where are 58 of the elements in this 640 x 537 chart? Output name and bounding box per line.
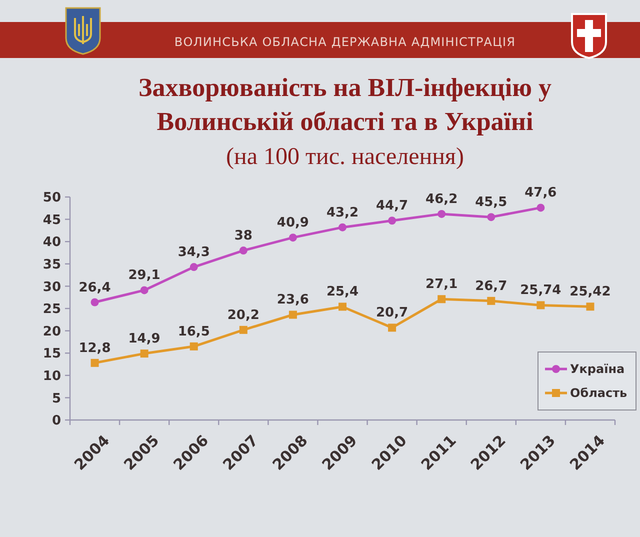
point bbox=[438, 210, 446, 218]
point bbox=[288, 234, 297, 242]
point bbox=[388, 216, 396, 225]
data-label: 44,7 bbox=[376, 198, 408, 214]
data-label: 14,9 bbox=[128, 332, 160, 347]
chart-subtitle: (на 100 тис. населення) bbox=[226, 144, 464, 170]
y-tick-label: 45 bbox=[42, 212, 61, 228]
point bbox=[140, 350, 148, 358]
point bbox=[438, 295, 446, 304]
chart-title: Захворюваність на ВІЛ-інфекцію у Волинській області та в Україні bbox=[138, 73, 552, 136]
y-tick-label: 15 bbox=[42, 346, 61, 362]
point bbox=[338, 302, 346, 311]
data-label: 26,4 bbox=[78, 280, 111, 296]
y-tick-label: 25 bbox=[42, 302, 61, 318]
data-label: 20,2 bbox=[227, 308, 260, 323]
text: ВОЛИНСЬКА ОБЛАСНА ДЕРЖАВНА АДМІНІСТРАЦІЯ bbox=[174, 35, 516, 49]
point bbox=[239, 246, 248, 255]
point bbox=[190, 263, 198, 272]
data-label: 12,8 bbox=[78, 340, 111, 356]
point bbox=[90, 358, 99, 367]
data-label: 27,1 bbox=[426, 277, 458, 292]
legend-label: Україна bbox=[570, 362, 625, 376]
point bbox=[586, 302, 594, 311]
y-tick-label: 30 bbox=[42, 280, 61, 295]
y-tick-label: 5 bbox=[52, 391, 61, 406]
legend-label: Область bbox=[570, 386, 628, 400]
point bbox=[288, 310, 297, 319]
data-label: 40,9 bbox=[276, 216, 309, 231]
data-label: 34,3 bbox=[178, 245, 210, 260]
point bbox=[388, 324, 396, 332]
point bbox=[487, 213, 496, 222]
data-label: 25,74 bbox=[520, 283, 562, 298]
data-label: 45,5 bbox=[475, 195, 508, 210]
point bbox=[338, 223, 346, 232]
point bbox=[90, 298, 99, 306]
y-tick-label: 20 bbox=[42, 324, 61, 340]
data-label: 26,7 bbox=[475, 278, 508, 294]
point bbox=[239, 326, 248, 334]
data-label: 43,2 bbox=[326, 205, 359, 220]
point bbox=[536, 204, 545, 212]
y-tick-label: 35 bbox=[42, 257, 61, 272]
point bbox=[140, 286, 148, 294]
data-label: 29,1 bbox=[128, 268, 160, 284]
y-tick-label: 50 bbox=[42, 190, 61, 206]
data-label: 38 bbox=[234, 228, 252, 244]
point bbox=[190, 342, 198, 350]
y-tick-label: 10 bbox=[42, 368, 61, 384]
data-label: 23,6 bbox=[276, 292, 309, 308]
y-tick-label: 40 bbox=[42, 235, 61, 250]
y-tick-label: 0 bbox=[52, 414, 61, 429]
data-label: 25,42 bbox=[570, 284, 611, 300]
data-label: 46,2 bbox=[426, 192, 458, 207]
data-label: 16,5 bbox=[178, 324, 210, 340]
data-label: 25,4 bbox=[326, 284, 359, 300]
point bbox=[536, 301, 545, 310]
point bbox=[487, 296, 496, 305]
data-label: 20,7 bbox=[376, 306, 408, 321]
data-label: 47,6 bbox=[524, 186, 557, 201]
